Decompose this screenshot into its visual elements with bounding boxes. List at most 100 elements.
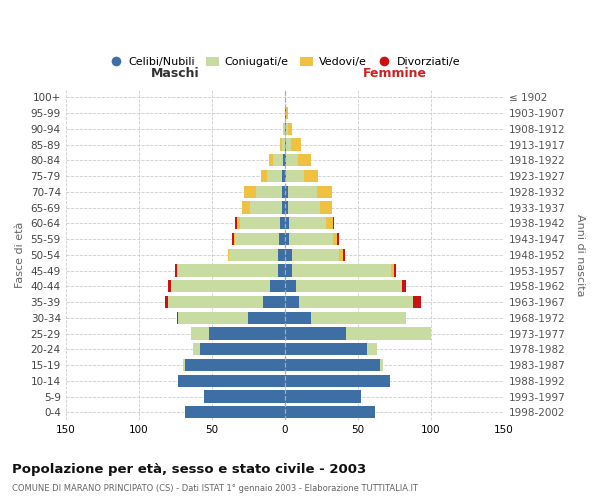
Bar [283, 154, 285, 166]
Bar [285, 264, 292, 276]
Bar [182, 359, 185, 371]
Bar [229, 248, 278, 261]
Bar [367, 343, 377, 355]
Bar [242, 202, 250, 213]
Bar [394, 264, 396, 276]
Bar [269, 154, 273, 166]
Bar [285, 280, 296, 292]
Bar [288, 186, 317, 198]
Bar [176, 264, 178, 276]
Bar [292, 248, 339, 261]
Bar [289, 233, 333, 245]
Bar [278, 264, 285, 276]
Bar [286, 122, 288, 135]
Bar [280, 217, 285, 230]
Bar [285, 359, 380, 371]
Bar [311, 312, 406, 324]
Bar [176, 312, 178, 324]
Bar [320, 202, 332, 213]
Bar [165, 296, 168, 308]
Bar [285, 186, 288, 198]
Bar [289, 217, 326, 230]
Bar [191, 328, 209, 340]
Bar [185, 359, 285, 371]
Bar [317, 186, 332, 198]
Bar [286, 107, 288, 120]
Text: Popolazione per età, sesso e stato civile - 2003: Popolazione per età, sesso e stato civil… [12, 462, 366, 475]
Bar [178, 374, 285, 387]
Bar [270, 280, 285, 292]
Bar [233, 233, 235, 245]
Bar [235, 217, 236, 230]
Bar [286, 154, 298, 166]
Bar [333, 233, 337, 245]
Bar [285, 374, 390, 387]
Bar [391, 264, 394, 276]
Bar [285, 343, 367, 355]
Bar [285, 406, 376, 418]
Bar [285, 390, 361, 402]
Bar [185, 406, 285, 418]
Bar [286, 170, 304, 182]
Bar [168, 296, 263, 308]
Bar [343, 248, 345, 261]
Bar [250, 202, 282, 213]
Bar [298, 154, 311, 166]
Bar [285, 154, 286, 166]
Bar [178, 312, 248, 324]
Bar [209, 328, 285, 340]
Bar [282, 170, 285, 182]
Bar [283, 122, 285, 135]
Bar [285, 202, 288, 213]
Text: Maschi: Maschi [151, 67, 200, 80]
Text: COMUNE DI MARANO PRINCIPATO (CS) - Dati ISTAT 1° gennaio 2003 - Elaborazione TUT: COMUNE DI MARANO PRINCIPATO (CS) - Dati … [12, 484, 418, 493]
Bar [346, 328, 431, 340]
Bar [285, 328, 346, 340]
Bar [288, 202, 320, 213]
Bar [285, 233, 289, 245]
Bar [256, 186, 282, 198]
Bar [296, 280, 401, 292]
Bar [304, 170, 319, 182]
Bar [262, 170, 267, 182]
Bar [267, 170, 282, 182]
Bar [326, 217, 333, 230]
Bar [413, 296, 421, 308]
Bar [290, 138, 301, 150]
Bar [282, 186, 285, 198]
Bar [239, 217, 280, 230]
Bar [299, 296, 413, 308]
Bar [168, 280, 171, 292]
Bar [285, 107, 286, 120]
Bar [200, 343, 285, 355]
Bar [228, 248, 229, 261]
Bar [178, 264, 278, 276]
Text: Femmine: Femmine [362, 67, 427, 80]
Bar [236, 217, 239, 230]
Bar [337, 233, 339, 245]
Bar [285, 122, 286, 135]
Y-axis label: Fasce di età: Fasce di età [15, 222, 25, 288]
Legend: Celibi/Nubili, Coniugati/e, Vedovi/e, Divorziati/e: Celibi/Nubili, Coniugati/e, Vedovi/e, Di… [105, 52, 465, 72]
Bar [232, 233, 233, 245]
Bar [285, 217, 289, 230]
Bar [273, 154, 283, 166]
Bar [278, 248, 285, 261]
Bar [263, 296, 285, 308]
Bar [282, 202, 285, 213]
Bar [285, 248, 292, 261]
Bar [205, 390, 285, 402]
Bar [285, 312, 311, 324]
Bar [171, 280, 270, 292]
Bar [288, 122, 292, 135]
Bar [285, 170, 286, 182]
Bar [235, 233, 279, 245]
Bar [333, 217, 334, 230]
Bar [286, 138, 290, 150]
Bar [280, 138, 282, 150]
Y-axis label: Anni di nascita: Anni di nascita [575, 214, 585, 296]
Bar [380, 359, 383, 371]
Bar [244, 186, 256, 198]
Bar [292, 264, 391, 276]
Bar [175, 264, 176, 276]
